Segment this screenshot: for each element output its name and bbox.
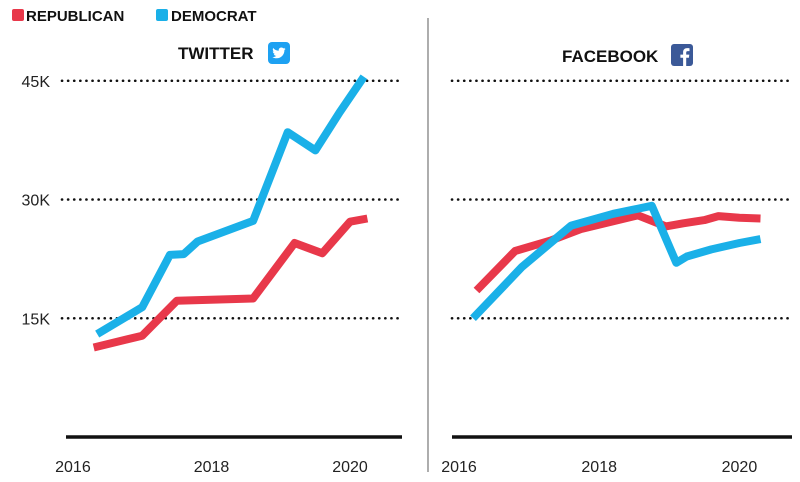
twitter-title: TWITTER (178, 44, 254, 63)
facebook-icon (671, 44, 693, 66)
legend-label-democrat: DEMOCRAT (171, 8, 257, 25)
legend: REPUBLICAN DEMOCRAT (12, 8, 257, 25)
facebook-panel: 2016 2018 2020 (441, 79, 794, 476)
x-tick-label: 2020 (332, 459, 368, 476)
legend-swatch-republican (12, 9, 24, 21)
x-tick-label: 2018 (581, 459, 617, 476)
legend-swatch-democrat (156, 9, 168, 21)
series-line-republican-0 (92, 214, 369, 352)
x-tick-label: 2016 (55, 459, 91, 476)
twitter-panel: 15K 30K 45K 2016 2018 2020 (22, 74, 404, 476)
legend-label-republican: REPUBLICAN (26, 8, 124, 25)
facebook-title: FACEBOOK (562, 47, 659, 66)
y-tick-label: 30K (22, 193, 51, 210)
y-tick-label: 45K (22, 74, 51, 91)
x-tick-label: 2020 (722, 459, 758, 476)
series-line-democrat-0 (95, 74, 368, 338)
y-tick-label: 15K (22, 311, 51, 328)
series-line-republican-1 (473, 211, 761, 294)
x-tick-label: 2016 (441, 459, 477, 476)
series-line-democrat-1 (470, 201, 762, 322)
x-tick-label: 2018 (194, 459, 230, 476)
twitter-icon (268, 42, 290, 64)
